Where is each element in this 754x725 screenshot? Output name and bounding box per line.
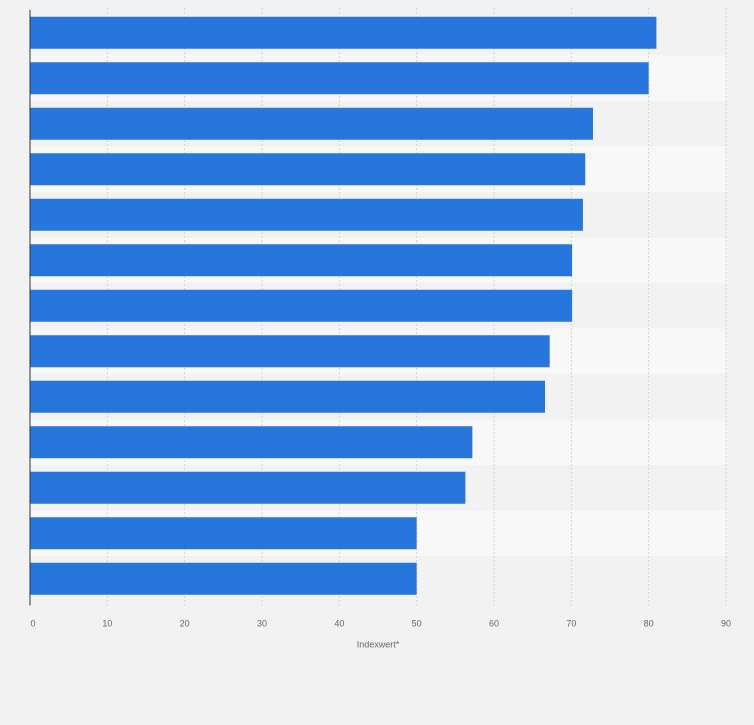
bar[interactable] [30, 153, 586, 186]
bar[interactable] [30, 517, 417, 550]
bar[interactable] [30, 335, 550, 368]
bar[interactable] [30, 62, 649, 95]
x-axis-title: Indexwert* [357, 640, 400, 650]
x-tick-label: 30 [257, 619, 267, 629]
x-tick-label: 40 [334, 619, 344, 629]
bar[interactable] [30, 380, 546, 413]
bar[interactable] [30, 289, 573, 322]
x-tick-label: 20 [180, 619, 190, 629]
x-axis-ticks: 0 10 20 30 40 50 60 70 80 90 [30, 619, 731, 629]
x-tick-label: 90 [721, 619, 731, 629]
x-tick-label: 80 [644, 619, 654, 629]
bar[interactable] [30, 562, 417, 595]
bars [30, 16, 657, 595]
x-tick-label: 70 [566, 619, 576, 629]
x-tick-label: 50 [412, 619, 422, 629]
bar[interactable] [30, 244, 573, 277]
bar[interactable] [30, 16, 657, 49]
bar[interactable] [30, 107, 593, 140]
bar[interactable] [30, 471, 466, 504]
bar[interactable] [30, 198, 583, 231]
bar[interactable] [30, 426, 473, 459]
x-tick-label: 10 [102, 619, 112, 629]
x-tick-label: 60 [489, 619, 499, 629]
gridlines [106, 8, 727, 606]
x-tick-label: 0 [30, 619, 35, 629]
